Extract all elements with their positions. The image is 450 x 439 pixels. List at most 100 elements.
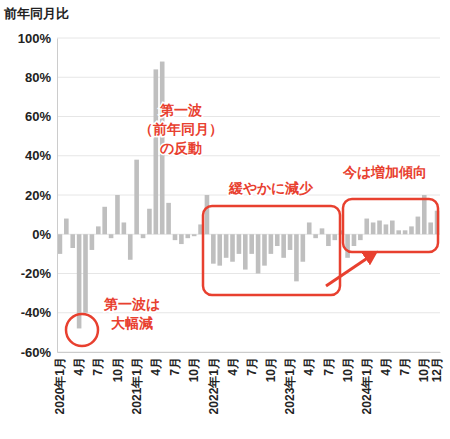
bar — [275, 234, 280, 246]
x-tick-label: 10月 — [264, 357, 278, 382]
bar — [352, 234, 357, 246]
bar — [313, 234, 318, 238]
x-tick: 2024年1月 — [360, 352, 374, 414]
y-axis: -60%-40%-20%0%20%40%60%80%100% — [18, 31, 58, 360]
bar — [83, 234, 88, 313]
x-tick: 10月 — [264, 352, 278, 382]
x-tick-label: 10月 — [187, 357, 201, 382]
x-tick-label: 7月 — [91, 357, 105, 376]
x-tick-label: 7月 — [322, 357, 336, 376]
y-tick: 80% — [25, 70, 57, 85]
x-tick-label: 10月 — [341, 357, 355, 382]
y-tick-label: 80% — [25, 70, 51, 85]
y-tick: 40% — [25, 148, 57, 163]
y-tick-label: -40% — [21, 305, 52, 320]
x-tick: 2021年1月 — [130, 352, 144, 414]
bar — [70, 234, 75, 248]
y-tick: -20% — [21, 266, 57, 281]
x-tick-label: 2021年1月 — [130, 357, 144, 414]
x-tick: 4月 — [226, 352, 240, 376]
bar — [192, 234, 197, 236]
annotation-line: （前年同月） — [139, 121, 223, 137]
y-tick-label: -60% — [21, 345, 52, 360]
bar — [147, 209, 152, 235]
x-tick-label: 10月 — [111, 357, 125, 382]
bar — [237, 234, 242, 254]
bar — [58, 234, 63, 254]
x-tick-label: 2020年1月 — [53, 357, 67, 414]
y-tick-label: -20% — [21, 266, 52, 281]
x-tick-label: 4月 — [302, 357, 316, 376]
x-tick-label: 7月 — [245, 357, 259, 376]
grid-line — [57, 116, 440, 117]
annotation: 第一波は大幅減 — [103, 296, 160, 331]
bar — [377, 221, 382, 235]
x-tick-label: 7月 — [168, 357, 182, 376]
x-tick-label: 2024年1月 — [360, 357, 374, 414]
grid-line — [57, 77, 440, 78]
bar — [109, 234, 114, 238]
x-tick-label: 4月 — [379, 357, 393, 376]
x-tick: 10月 — [187, 352, 201, 382]
y-tick-label: 0% — [32, 227, 51, 242]
x-axis: 2020年1月4月7月10月2021年1月4月7月10月2022年1月4月7月1… — [53, 352, 444, 414]
annotations: 第一波は大幅減第一波（前年同月）の反動緩やかに減少今は増加傾向 — [103, 102, 427, 331]
grid-line — [57, 234, 440, 235]
bar — [301, 234, 306, 261]
bar — [326, 234, 331, 246]
bar — [102, 207, 107, 234]
bar — [64, 219, 69, 235]
x-tick-label: 4月 — [72, 357, 86, 376]
bar — [358, 234, 363, 240]
chart: -60%-40%-20%0%20%40%60%80%100%2020年1月4月7… — [0, 0, 450, 439]
x-tick-label: 4月 — [226, 357, 240, 376]
arrow — [326, 255, 372, 286]
x-tick: 4月 — [302, 352, 316, 376]
bar — [205, 195, 210, 234]
annotation-line: 第一波は — [103, 296, 160, 312]
x-tick: 7月 — [322, 352, 336, 376]
x-tick: 12月 — [430, 352, 444, 382]
bar — [307, 222, 312, 234]
y-tick-label: 100% — [18, 31, 52, 46]
bar — [294, 234, 299, 281]
highlight-box — [203, 206, 340, 295]
x-tick: 7月 — [245, 352, 259, 376]
highlight-box — [343, 199, 438, 252]
annotation-line: 今は増加傾向 — [342, 164, 427, 180]
bar — [320, 228, 325, 234]
bar — [332, 234, 337, 240]
annotation: 第一波 （前年同月） の反動 — [139, 102, 223, 156]
bar — [384, 224, 389, 234]
bar — [371, 222, 376, 234]
x-tick: 7月 — [398, 352, 412, 376]
bar — [154, 69, 159, 234]
annotation-line: の反動 — [160, 140, 202, 156]
x-axis-line — [58, 352, 441, 353]
bar — [409, 226, 414, 234]
bar — [390, 221, 395, 235]
x-tick: 2020年1月 — [53, 352, 67, 414]
x-tick: 10月 — [111, 352, 125, 382]
bar — [403, 230, 408, 234]
bar — [243, 234, 248, 269]
highlight-circle — [66, 314, 98, 346]
bar — [249, 234, 254, 254]
grid-line — [57, 155, 440, 156]
annotation-line: 第一波 — [159, 102, 202, 118]
x-tick-label: 7月 — [398, 357, 412, 376]
y-tick-label: 40% — [25, 148, 51, 163]
y-tick: -60% — [21, 345, 57, 360]
x-tick: 4月 — [379, 352, 393, 376]
bar — [288, 234, 293, 250]
x-tick: 4月 — [149, 352, 163, 376]
annotation-line: 大幅減 — [111, 315, 153, 331]
annotation: 今は増加傾向 — [342, 164, 427, 180]
bar — [211, 234, 216, 263]
annotation-shapes — [66, 199, 438, 346]
y-tick: 100% — [18, 31, 57, 46]
x-tick: 4月 — [72, 352, 86, 376]
bars — [58, 62, 440, 329]
bar — [428, 222, 433, 234]
bar — [166, 203, 171, 234]
